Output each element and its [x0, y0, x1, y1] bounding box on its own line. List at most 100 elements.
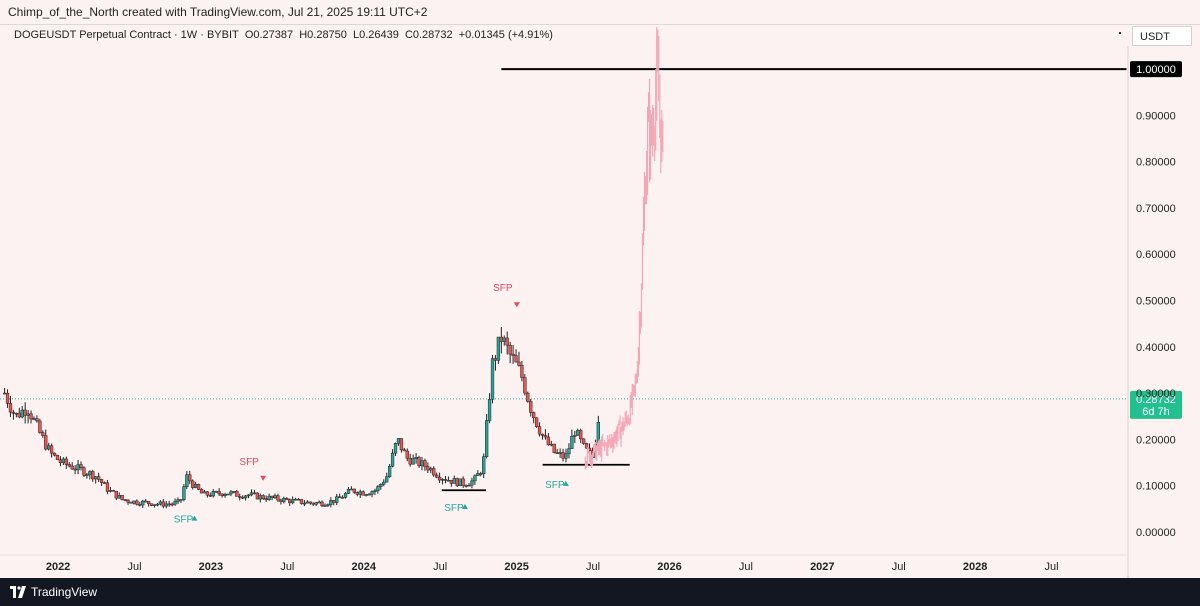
candle-body [276, 495, 280, 501]
candle-body [379, 483, 383, 487]
candle-body [323, 505, 327, 507]
projection-path [584, 27, 664, 470]
tradingview-logo[interactable]: TradingView [10, 585, 97, 599]
candle-body [23, 409, 27, 416]
candle-body [396, 438, 401, 444]
candle-body [484, 420, 489, 457]
candle-body [252, 492, 257, 495]
candle-body [188, 474, 192, 482]
y-tick-label: 0.70000 [1136, 203, 1176, 215]
candle-body [182, 486, 186, 500]
candle-body [193, 484, 198, 488]
candle-body [146, 501, 151, 504]
candle-body [487, 399, 492, 421]
candle-body [264, 498, 268, 501]
candle-body [61, 458, 66, 463]
candle-body [370, 491, 374, 495]
candle-body [317, 501, 321, 504]
candle-body [529, 401, 533, 413]
candle-body [29, 413, 33, 420]
candle-body [514, 355, 518, 363]
candle-body [458, 478, 462, 486]
tradingview-logo-icon [10, 586, 26, 598]
footer-bar: TradingView [0, 578, 1200, 606]
candle-body [402, 449, 406, 452]
y-tick-label: 0.80000 [1136, 157, 1176, 169]
candle-body [108, 490, 113, 492]
candle-body [473, 475, 477, 482]
candle-body [67, 464, 71, 467]
candle-body [479, 473, 483, 475]
candle-body [185, 474, 189, 487]
candle-body [511, 353, 515, 356]
candle-body [373, 490, 377, 492]
candle-body [364, 494, 368, 496]
x-tick-label: Jul [127, 561, 141, 573]
candle-body [385, 476, 389, 483]
candle-body [552, 443, 556, 453]
sfp-label: SFP [545, 480, 565, 491]
y-tick-label: 0.90000 [1136, 110, 1176, 122]
candle-body [196, 484, 201, 490]
candle-body [288, 499, 292, 504]
top-credit-bar: Chimp_of_the_North created with TradingV… [0, 0, 1200, 25]
sfp-up-triangle-icon [461, 504, 468, 510]
candle-body [132, 500, 136, 504]
candle-body [88, 471, 92, 475]
candle-body [52, 452, 57, 456]
x-tick-label: 2025 [504, 561, 528, 573]
candle-body [82, 467, 86, 476]
level-tag [1130, 61, 1182, 78]
candle-body [238, 496, 242, 498]
candle-body [346, 488, 351, 494]
candle-body [573, 435, 577, 437]
candle-body [241, 497, 245, 499]
candle-body [249, 492, 254, 496]
candle-body [464, 485, 468, 487]
candle-body [229, 491, 233, 495]
sfp-down-triangle-icon [513, 302, 520, 308]
y-tick-label: 0.00000 [1136, 527, 1176, 539]
footer-brand-name: TradingView [31, 585, 98, 599]
candle-body [502, 337, 506, 342]
candle-body [14, 412, 18, 415]
candle-body [20, 409, 24, 418]
candle-body [570, 435, 574, 449]
candle-body [135, 500, 139, 505]
candle-body [399, 438, 404, 451]
candle-body [426, 466, 430, 471]
candle-body [161, 501, 165, 507]
y-tick-label: 0.60000 [1136, 249, 1176, 261]
candle-body [537, 426, 542, 435]
x-tick-label: 2028 [963, 561, 987, 573]
symbol-name[interactable]: DOGEUSDT Perpetual Contract · 1W · BYBIT [14, 29, 239, 41]
candle-body [461, 478, 465, 486]
candle-body [243, 495, 248, 499]
candle-body [523, 377, 527, 394]
y-tick-label: 0.40000 [1136, 342, 1176, 354]
candle-body [199, 489, 204, 494]
candle-body [170, 503, 174, 506]
candle-body [476, 473, 480, 477]
candle-body [167, 503, 171, 506]
candle-body [35, 418, 39, 422]
y-tick-label: 0.30000 [1136, 388, 1176, 400]
candle-body [432, 468, 436, 476]
candle-body [49, 445, 54, 454]
candle-body [76, 464, 80, 471]
x-tick-label: 2026 [657, 561, 681, 573]
candle-body [555, 452, 559, 454]
candle-body [282, 498, 286, 502]
candle-body [308, 501, 312, 504]
candle-body [320, 501, 324, 506]
candle-body [576, 430, 580, 436]
candle-body [261, 495, 265, 500]
candle-body [343, 493, 348, 498]
candle-body [340, 497, 345, 499]
currency-selector[interactable]: USDT [1132, 26, 1192, 46]
dot-icon [1119, 32, 1121, 34]
candle-body [226, 493, 230, 496]
candle-body [314, 502, 318, 505]
candle-body [138, 503, 142, 506]
